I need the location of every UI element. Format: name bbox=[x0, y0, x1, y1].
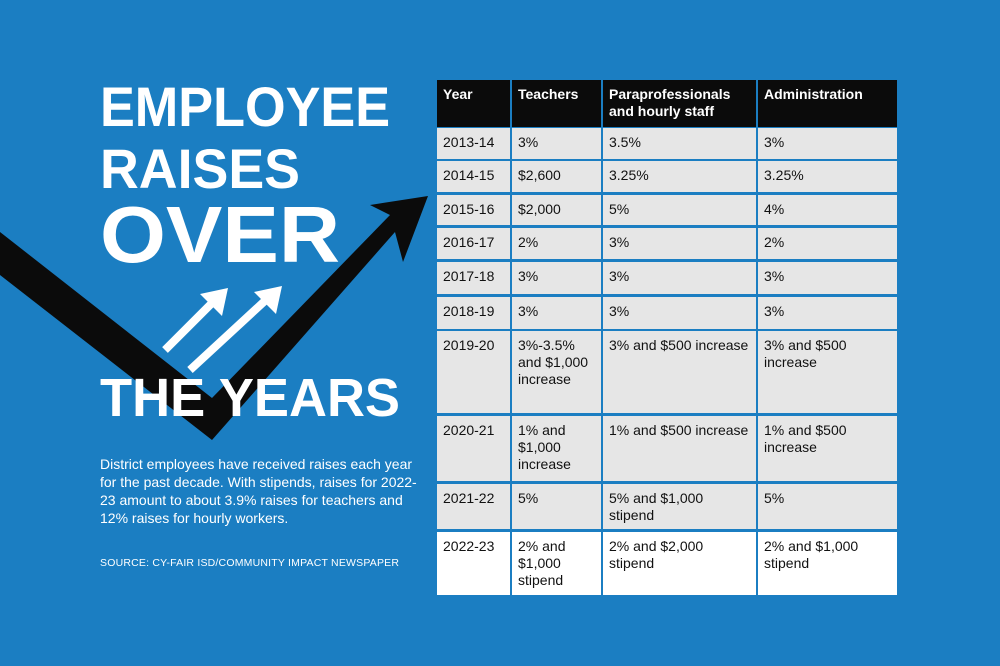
table-cell: 2% and $1,000 stipend bbox=[758, 532, 897, 595]
table-cell: 3% and $500 increase bbox=[758, 331, 897, 413]
table-cell: $2,000 bbox=[512, 195, 601, 225]
table-cell: 3% bbox=[603, 297, 756, 329]
small-arrows bbox=[162, 286, 282, 373]
table-cell: 5% bbox=[758, 484, 897, 529]
table-cell: 3% bbox=[758, 128, 897, 159]
table-cell: 3%-3.5% and $1,000 increase bbox=[512, 331, 601, 413]
table-cell: 3% bbox=[512, 128, 601, 159]
title-line: EMPLOYEE bbox=[100, 75, 390, 138]
table-cell: 3% bbox=[603, 228, 756, 259]
table-cell: 5% bbox=[603, 195, 756, 225]
table-cell: 3.25% bbox=[758, 161, 897, 192]
table-cell: 2013-14 bbox=[437, 128, 510, 159]
table-cell: 5% and $1,000 stipend bbox=[603, 484, 756, 529]
source: SOURCE: CY-FAIR ISD/COMMUNITY IMPACT NEW… bbox=[100, 557, 400, 569]
table-cell: 3.25% bbox=[603, 161, 756, 192]
table-cell: $2,600 bbox=[512, 161, 601, 192]
table-cell: 2022-23 bbox=[437, 532, 510, 595]
description: District employees have received raises … bbox=[100, 456, 417, 526]
table-cell: 2% and $1,000 stipend bbox=[512, 532, 601, 595]
table-cell: 3% bbox=[512, 297, 601, 329]
table-cell: 3% and $500 increase bbox=[603, 331, 756, 413]
header-cell: Year bbox=[437, 80, 510, 127]
table-cell: 2018-19 bbox=[437, 297, 510, 329]
table-cell: 2020-21 bbox=[437, 416, 510, 481]
header-cell: Administration bbox=[758, 80, 897, 127]
table-cell: 2014-15 bbox=[437, 161, 510, 192]
table-cell: 2019-20 bbox=[437, 331, 510, 413]
header-cell: Teachers bbox=[512, 80, 601, 127]
table-cell: 1% and $500 increase bbox=[603, 416, 756, 481]
table-cell: 2021-22 bbox=[437, 484, 510, 529]
title-line: OVER bbox=[100, 190, 340, 279]
table-cell: 2016-17 bbox=[437, 228, 510, 259]
header-cell: Paraprofessionals and hourly staff bbox=[603, 80, 756, 127]
table-cell: 2% and $2,000 stipend bbox=[603, 532, 756, 595]
table-cell: 4% bbox=[758, 195, 897, 225]
table-cell: 2% bbox=[512, 228, 601, 259]
table-cell: 1% and $500 increase bbox=[758, 416, 897, 481]
table-cell: 3% bbox=[758, 262, 897, 294]
table-cell: 3% bbox=[758, 297, 897, 329]
table-cell: 2% bbox=[758, 228, 897, 259]
table-cell: 2017-18 bbox=[437, 262, 510, 294]
title-line: THE YEARS bbox=[100, 368, 400, 428]
table-cell: 3% bbox=[603, 262, 756, 294]
table-cell: 2015-16 bbox=[437, 195, 510, 225]
trend-arrow bbox=[0, 196, 428, 440]
table-cell: 3% bbox=[512, 262, 601, 294]
table-cell: 5% bbox=[512, 484, 601, 529]
title-line: RAISES bbox=[100, 137, 300, 200]
table-cell: 1% and $1,000 increase bbox=[512, 416, 601, 481]
table-cell: 3.5% bbox=[603, 128, 756, 159]
